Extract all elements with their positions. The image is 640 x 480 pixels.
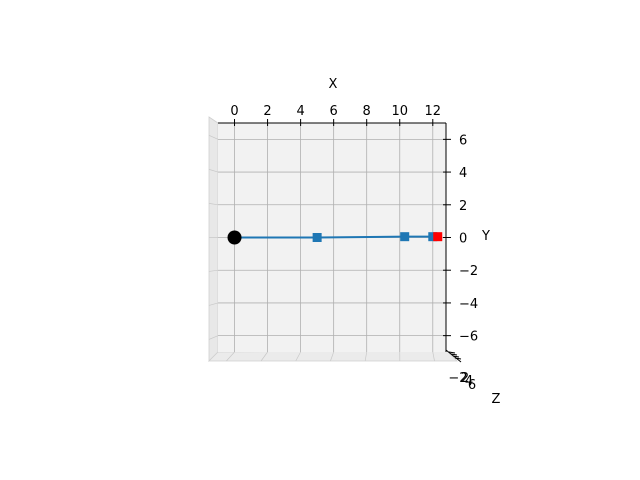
- y-tick-label: 2: [459, 199, 467, 214]
- x-tick-label: 10: [391, 104, 408, 119]
- bottom-wall-grid: [226, 351, 435, 362]
- left-pane-wall: [208, 116, 219, 362]
- left-wall-line: [208, 135, 219, 140]
- y-tick-label: −2: [459, 264, 478, 279]
- start-point-marker: [227, 230, 242, 245]
- y-tick-label: −6: [459, 330, 478, 345]
- z-tick-label: 2: [461, 371, 469, 386]
- z-tick-label: 6: [468, 378, 476, 393]
- y-tick-label: 0: [459, 232, 467, 247]
- bottom-wall-line: [226, 351, 235, 362]
- left-wall-grid: [208, 135, 219, 340]
- data-point-marker: [312, 233, 322, 242]
- y-tick-label: 6: [459, 133, 467, 148]
- bottom-wall-line: [364, 351, 368, 362]
- bottom-wall-line: [330, 351, 334, 362]
- x-tick-label: 8: [363, 104, 371, 119]
- bottom-wall-line: [432, 351, 435, 362]
- x-tick-label: 6: [330, 104, 338, 119]
- y-tick-label: 4: [459, 166, 467, 181]
- left-wall-line: [208, 335, 219, 340]
- y-tick-label: −4: [459, 297, 478, 312]
- x-tick-label: 0: [230, 104, 238, 119]
- x-tick-label: 12: [425, 104, 442, 119]
- x-tick-label: 4: [296, 104, 304, 119]
- z-axis-tick-labels: 246−2: [448, 371, 476, 393]
- z-tick-label: 4: [465, 374, 473, 389]
- x-tick-label: 2: [263, 104, 271, 119]
- left-wall-line: [208, 203, 219, 206]
- bottom-wall-line: [260, 351, 268, 362]
- z-tick-label: −2: [448, 371, 467, 386]
- series-layer: [227, 230, 443, 245]
- x-axis-title: X: [329, 77, 338, 92]
- end-point-marker: [433, 232, 443, 242]
- left-wall-line: [208, 302, 219, 306]
- z-axis-stub: [445, 349, 462, 363]
- x-axis-ticks: 0 2 4 6 8 10 12: [230, 104, 441, 126]
- series-line: [234, 235, 433, 239]
- z-axis-title: Z: [492, 392, 501, 407]
- y-axis-ticks: 6 4 2 0 −2 −4 −6: [443, 133, 478, 345]
- data-point-marker: [428, 232, 438, 242]
- left-wall-line: [208, 269, 219, 272]
- bottom-wall-line: [295, 351, 301, 362]
- left-wall-line: [208, 169, 219, 173]
- y-axis-title: Y: [481, 229, 490, 244]
- data-point-marker: [400, 232, 410, 242]
